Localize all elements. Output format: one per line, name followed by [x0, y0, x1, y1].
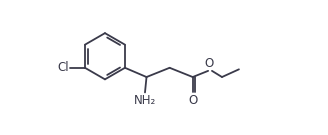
Text: O: O [204, 57, 214, 70]
Text: O: O [188, 94, 197, 107]
Text: NH₂: NH₂ [134, 94, 156, 107]
Text: Cl: Cl [57, 61, 69, 74]
